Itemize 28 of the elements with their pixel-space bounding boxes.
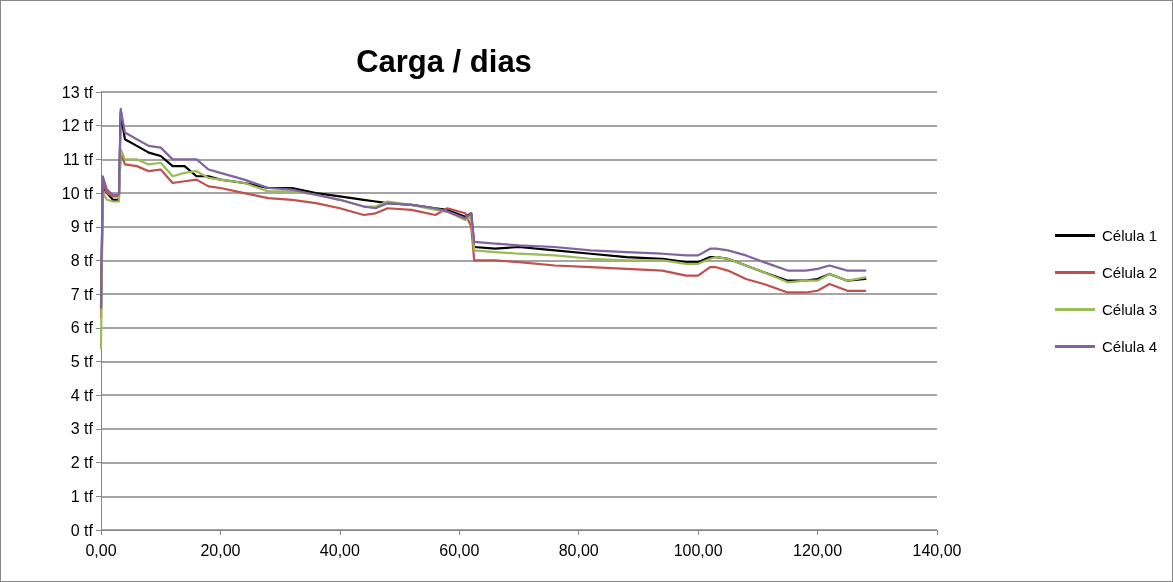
x-tick-label: 60,00 <box>439 541 480 559</box>
line-series <box>99 148 867 350</box>
legend-label: Célula 2 <box>1101 264 1158 281</box>
y-tick-label: 8 tf <box>70 251 94 269</box>
y-tick-label: 11 tf <box>63 150 94 168</box>
y-tick-label: 6 tf <box>70 319 94 337</box>
x-tick-label: 0,00 <box>85 541 117 559</box>
y-tick-label: 4 tf <box>70 386 94 404</box>
x-tick-label: 20,00 <box>200 541 241 559</box>
legend-label: Célula 3 <box>1101 301 1158 318</box>
x-tick-label: 80,00 <box>558 541 599 559</box>
chart-title: Carga / dias <box>356 44 532 79</box>
y-tick-label: 5 tf <box>70 353 94 371</box>
y-tick-label: 7 tf <box>70 285 94 303</box>
y-tick-label: 2 tf <box>70 454 94 472</box>
x-tick-label: 120,00 <box>793 541 843 559</box>
y-tick-label: 3 tf <box>70 420 94 438</box>
y-tick-label: 9 tf <box>70 218 94 236</box>
y-tick-label: 10 tf <box>61 184 94 202</box>
x-tick-label: 40,00 <box>319 541 360 559</box>
y-tick-label: 0 tf <box>70 521 94 539</box>
y-tick-label: 13 tf <box>61 83 94 101</box>
x-tick-label: 100,00 <box>673 541 723 559</box>
legend-label: Célula 1 <box>1101 227 1158 244</box>
legend-label: Célula 4 <box>1101 338 1158 355</box>
x-tick-label: 140,00 <box>912 541 962 559</box>
y-tick-label: 12 tf <box>61 117 94 135</box>
y-tick-label: 1 tf <box>70 487 94 505</box>
